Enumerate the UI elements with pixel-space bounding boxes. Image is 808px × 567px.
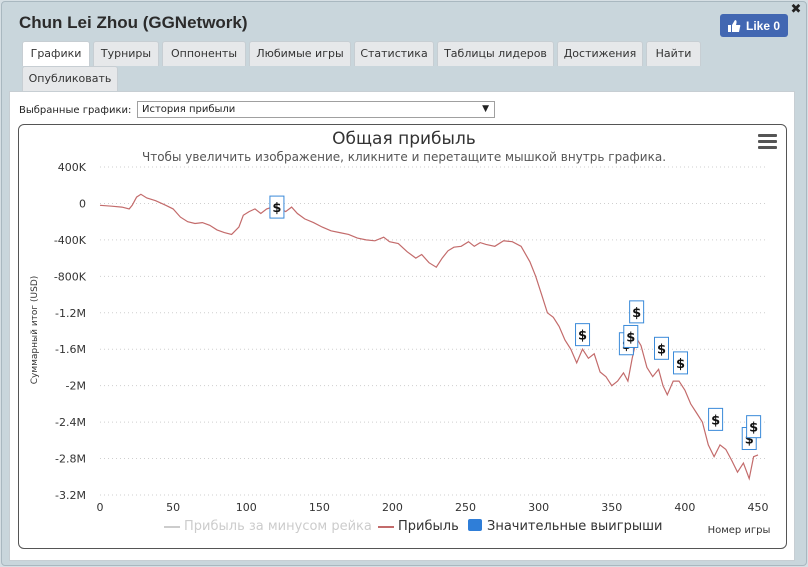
big-win-marker[interactable]: $ — [708, 407, 724, 431]
x-tick-label: 100 — [236, 501, 257, 514]
dollar-sign-label: $ — [749, 421, 758, 436]
dropdown-arrow-icon: ▼ — [482, 104, 489, 114]
big-win-marker[interactable]: $ — [673, 351, 689, 375]
big-win-flag — [575, 323, 591, 347]
thumbs-up-icon — [728, 19, 741, 32]
y-tick-label: -2.8M — [55, 453, 86, 466]
y-tick-label: -400K — [54, 234, 87, 247]
x-tick-label: 450 — [748, 501, 769, 514]
x-axis-label: Номер игры — [708, 525, 771, 536]
window-title: Chun Lei Zhou (GGNetwork) — [19, 13, 248, 32]
y-tick-label: -1.2M — [55, 307, 86, 320]
y-tick-label: -2.4M — [55, 416, 86, 429]
x-tick-label: 250 — [455, 501, 476, 514]
tab-publish[interactable]: Опубликовать — [22, 66, 118, 91]
legend-box-swatch — [468, 519, 482, 531]
tab-tournaments[interactable]: Турниры — [93, 41, 159, 66]
tab-leaderboards[interactable]: Таблицы лидеров — [437, 41, 554, 66]
big-win-marker[interactable]: $ — [575, 323, 591, 347]
tab-statistics[interactable]: Статистика — [354, 41, 434, 66]
x-tick-label: 200 — [382, 501, 403, 514]
chart-selector-dropdown[interactable]: История прибыли ▼ — [137, 101, 495, 118]
like-label: Like 0 — [746, 18, 781, 33]
dollar-sign-label: $ — [657, 342, 666, 357]
x-tick-label: 300 — [528, 501, 549, 514]
big-win-flag — [269, 195, 285, 219]
dollar-sign-label: $ — [578, 329, 587, 344]
hamburger-menu-icon[interactable] — [758, 134, 777, 150]
profit-series-line[interactable] — [99, 193, 759, 481]
big-win-flag — [673, 351, 689, 375]
y-tick-label: 400K — [58, 161, 87, 174]
x-tick-label: 400 — [674, 501, 695, 514]
legend-item-profit[interactable]: Прибыль — [378, 519, 459, 534]
y-tick-label: -800K — [54, 270, 87, 283]
big-win-flag — [708, 407, 724, 431]
y-tick-label: -3.2M — [55, 489, 86, 502]
legend-label: Прибыль за минусом рейка — [184, 519, 372, 534]
legend-label: Значительные выигрыши — [487, 519, 663, 534]
tab-opponents[interactable]: Оппоненты — [162, 41, 246, 66]
dollar-sign-label: $ — [711, 413, 720, 428]
tab-favorite-games[interactable]: Любимые игры — [249, 41, 351, 66]
big-win-flag — [629, 300, 645, 324]
tab-graphs[interactable]: Графики — [22, 41, 90, 66]
big-win-marker[interactable]: $ — [746, 415, 762, 439]
legend-item-big-wins[interactable]: Значительные выигрыши — [468, 519, 662, 534]
chart-title: Общая прибыль — [332, 129, 476, 149]
legend-item-rake-profit[interactable]: Прибыль за минусом рейка — [164, 519, 372, 534]
y-tick-label: 0 — [79, 197, 86, 210]
big-win-flag — [746, 415, 762, 439]
x-tick-label: 150 — [309, 501, 330, 514]
close-icon[interactable]: ✖ — [790, 2, 802, 17]
big-win-marker[interactable]: $ — [653, 336, 669, 360]
dollar-sign-label: $ — [676, 357, 685, 372]
tab-find[interactable]: Найти — [646, 41, 701, 66]
tab-achievements[interactable]: Достижения — [557, 41, 643, 66]
dollar-sign-label: $ — [632, 306, 641, 321]
x-tick-label: 0 — [97, 501, 104, 514]
x-tick-label: 350 — [601, 501, 622, 514]
y-tick-label: -2M — [66, 380, 86, 393]
big-win-marker[interactable]: $ — [623, 324, 639, 348]
dollar-sign-label: $ — [272, 201, 281, 216]
chart-selector-label: Выбранные графики: — [19, 105, 132, 116]
dollar-sign-label: $ — [745, 433, 754, 448]
chart-container[interactable] — [18, 124, 787, 549]
legend-line-swatch — [164, 525, 180, 528]
y-axis-label: Суммарный итог (USD) — [30, 276, 40, 385]
big-win-flag — [623, 324, 639, 348]
y-tick-label: -1.6M — [55, 343, 86, 356]
dollar-sign-label: $ — [626, 330, 635, 345]
facebook-like-button[interactable]: Like 0 — [720, 14, 788, 37]
big-win-marker[interactable]: $ — [269, 195, 285, 219]
chart-selector-value: История прибыли — [142, 104, 236, 115]
big-win-flag — [653, 336, 669, 360]
legend-label: Прибыль — [398, 519, 459, 534]
big-win-marker[interactable]: $ — [629, 300, 645, 324]
legend-line-swatch — [378, 525, 394, 528]
x-tick-label: 50 — [166, 501, 180, 514]
chart-subtitle: Чтобы увеличить изображение, кликните и … — [141, 150, 667, 164]
